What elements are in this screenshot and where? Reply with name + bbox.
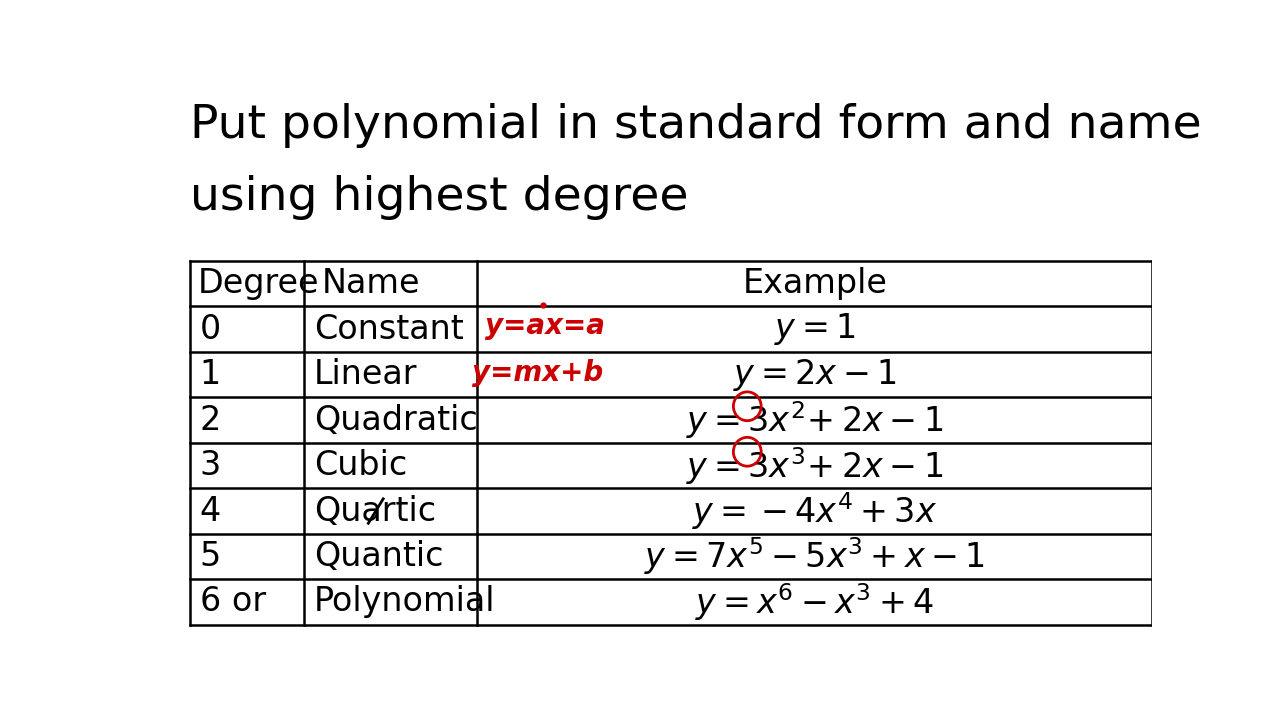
Text: 6 or: 6 or	[200, 585, 266, 618]
Text: $y = x^{6} - x^{3} + 4$: $y = x^{6} - x^{3} + 4$	[695, 581, 934, 623]
Text: $y = 1$: $y = 1$	[774, 311, 855, 347]
Text: 4: 4	[200, 495, 221, 528]
Text: $y = 3x^{3}\!+ 2x - 1$: $y = 3x^{3}\!+ 2x - 1$	[686, 445, 943, 487]
Text: Polynomial: Polynomial	[314, 585, 495, 618]
Text: Degree: Degree	[197, 267, 319, 300]
Text: Quartic: Quartic	[314, 495, 436, 528]
Text: Name: Name	[321, 267, 420, 300]
Text: Constant: Constant	[314, 312, 463, 346]
Text: $y = 3x^{2}\!+ 2x - 1$: $y = 3x^{2}\!+ 2x - 1$	[686, 400, 943, 441]
Text: $y = -4x^{4} + 3x$: $y = -4x^{4} + 3x$	[692, 490, 937, 532]
Text: y=ax=a: y=ax=a	[485, 312, 605, 340]
Text: Quantic: Quantic	[314, 540, 443, 573]
Text: Example: Example	[742, 267, 887, 300]
Text: Cubic: Cubic	[314, 449, 407, 482]
Text: 0: 0	[200, 312, 221, 346]
Text: 1: 1	[200, 358, 221, 391]
Text: 3: 3	[200, 449, 221, 482]
Text: 5: 5	[200, 540, 221, 573]
Text: using highest degree: using highest degree	[189, 175, 689, 220]
Text: $y = 7x^{5} - 5x^{3} + x - 1$: $y = 7x^{5} - 5x^{3} + x - 1$	[644, 536, 986, 577]
Text: 2: 2	[200, 404, 221, 436]
Text: $y = 2x - 1$: $y = 2x - 1$	[733, 356, 896, 392]
Text: Linear: Linear	[314, 358, 417, 391]
Text: Quadratic: Quadratic	[314, 404, 477, 436]
Text: y=mx+b: y=mx+b	[472, 359, 604, 387]
Text: Put polynomial in standard form and name: Put polynomial in standard form and name	[189, 103, 1202, 148]
